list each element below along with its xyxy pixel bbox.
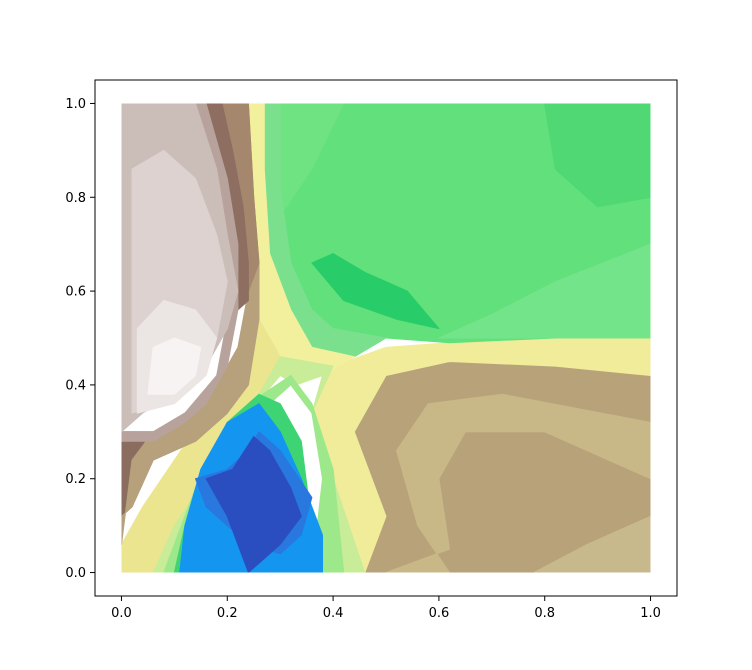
region-pale-tan-right-bottom — [533, 515, 651, 573]
region-near-white — [147, 337, 202, 395]
y-tick-label: 1.0 — [65, 97, 86, 112]
y-tick-label: 0.0 — [65, 566, 86, 581]
heatmap-surface — [121, 103, 651, 573]
region-blue-core — [205, 436, 302, 573]
y-axis: 0.0 0.2 0.4 0.6 0.8 1.0 — [65, 97, 95, 581]
y-tick-label: 0.2 — [65, 472, 86, 487]
y-tick-label: 0.4 — [65, 378, 86, 393]
y-tick-label: 0.6 — [65, 285, 86, 300]
x-tick-label: 1.0 — [640, 606, 661, 621]
x-tick-label: 0.6 — [429, 606, 450, 621]
y-tick-label: 0.8 — [65, 191, 86, 206]
x-tick-label: 0.0 — [111, 606, 132, 621]
x-tick-label: 0.2 — [217, 606, 238, 621]
region-green-mid-strip — [311, 253, 440, 330]
x-tick-label: 0.8 — [534, 606, 555, 621]
x-tick-label: 0.4 — [323, 606, 344, 621]
region-tan-band — [385, 393, 651, 573]
x-axis: 0.0 0.2 0.4 0.6 0.8 1.0 — [111, 596, 661, 621]
region-green-upper-right-dark — [544, 103, 651, 208]
region-green-upper-right-light — [438, 243, 651, 339]
axes-frame — [94, 79, 678, 597]
